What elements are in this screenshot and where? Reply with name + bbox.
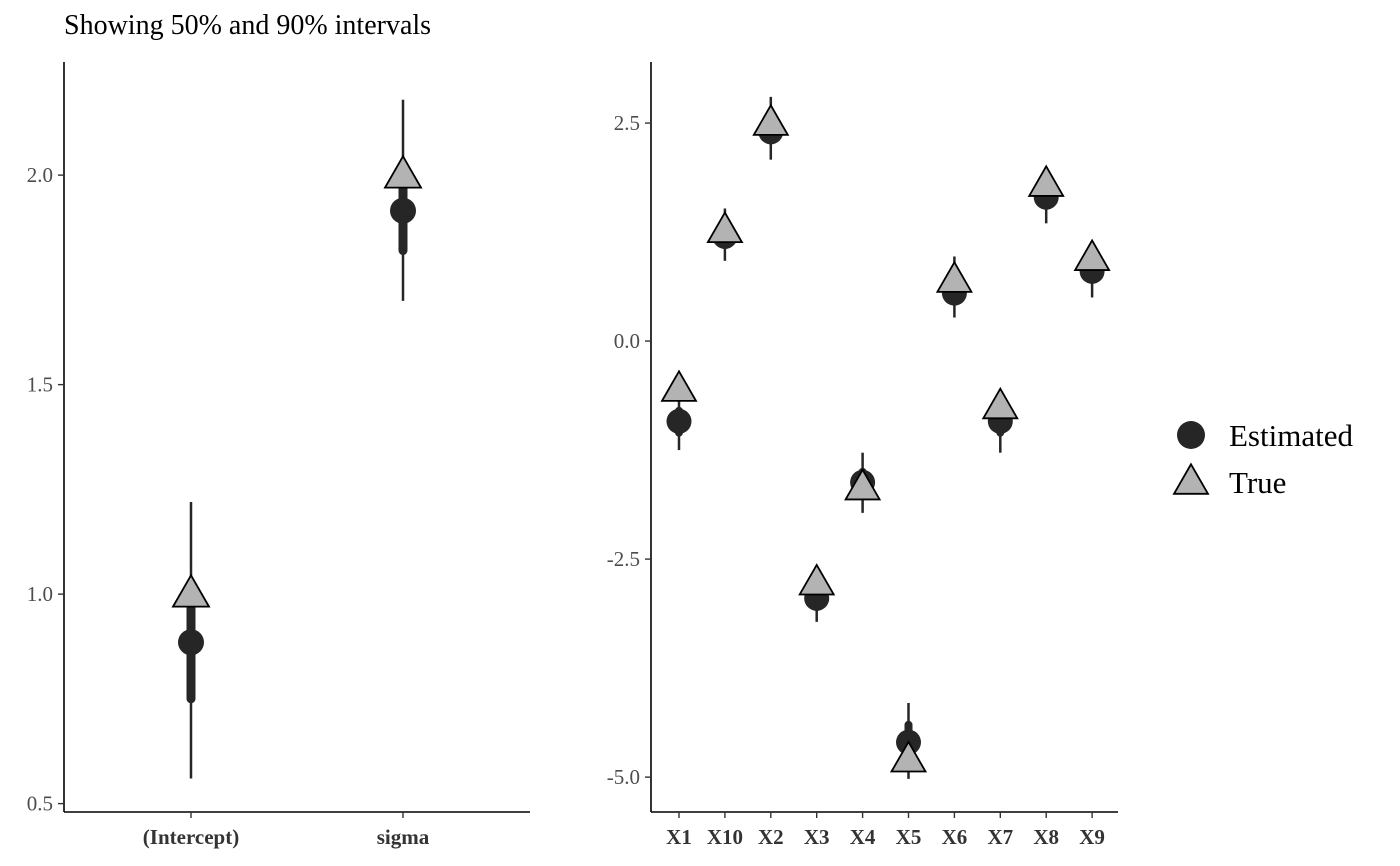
true-point (981, 386, 1019, 420)
x-tick-label: X9 (1079, 825, 1105, 849)
y-tick-label: 0.0 (614, 329, 640, 353)
x-tick-label: X8 (1033, 825, 1059, 849)
x-tick-label: X7 (987, 825, 1013, 849)
y-tick-label: 1.5 (27, 373, 53, 397)
legend-true-label: True (1229, 465, 1286, 500)
y-tick-label: 1.0 (27, 582, 53, 606)
panel-coefficients: -5.0 -2.5 0.0 2.5 X1 X10 X2 X3 X4 X5 X6 X7 X8 X9 (607, 62, 1118, 849)
true-point (171, 573, 211, 608)
y-tick-label: 2.5 (614, 111, 640, 135)
true-point (844, 468, 882, 501)
x-tick-label: (Intercept) (143, 825, 239, 849)
estimated-point (390, 197, 416, 224)
true-point (935, 260, 973, 293)
true-point (752, 103, 790, 136)
y-tick-label: 0.5 (27, 792, 53, 816)
y-tick-label: 2.0 (27, 163, 53, 187)
true-point (660, 369, 698, 402)
legend-true-key (1172, 462, 1210, 495)
x-tick-label: X3 (804, 825, 830, 849)
true-point (383, 154, 423, 189)
true-point (1027, 164, 1065, 197)
true-point (889, 740, 928, 773)
x-tick-label: X1 (666, 825, 692, 849)
y-tick-label: -2.5 (607, 547, 640, 571)
panel-intercept-sigma: 0.5 1.0 1.5 2.0 (Intercept) sigma (27, 62, 530, 849)
true-point (706, 210, 744, 244)
legend-estimated-label: Estimated (1229, 418, 1353, 453)
x-tick-label: X4 (850, 825, 876, 849)
x-tick-label: X10 (707, 825, 743, 849)
chart-subtitle: Showing 50% and 90% intervals (64, 10, 432, 41)
true-point (1073, 238, 1111, 271)
true-point (798, 563, 836, 596)
estimated-point (178, 629, 204, 656)
x-tick-label: X5 (896, 825, 922, 849)
legend-estimated-key (1177, 421, 1205, 449)
x-tick-label: X6 (942, 825, 968, 849)
estimated-point (666, 408, 692, 434)
legend: Estimated True (1172, 418, 1353, 500)
x-tick-label: sigma (377, 825, 430, 849)
x-tick-label: X2 (758, 825, 784, 849)
y-tick-label: -5.0 (607, 765, 640, 789)
